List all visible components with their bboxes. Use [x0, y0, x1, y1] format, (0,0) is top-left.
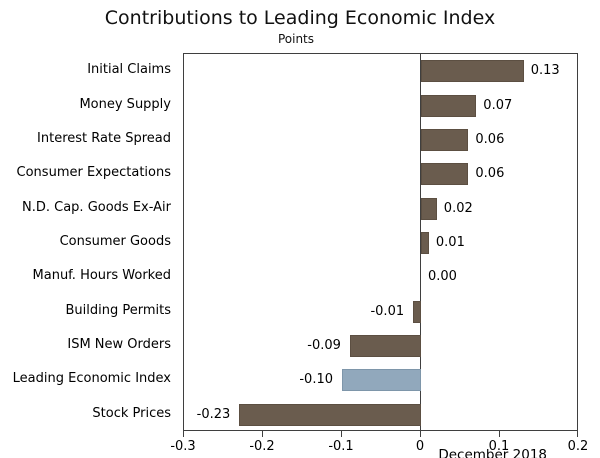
category-label: Interest Rate Spread: [37, 130, 171, 146]
bar-money-supply: [421, 94, 477, 117]
bar-initial-claims: [421, 60, 524, 83]
value-label: 0.02: [443, 200, 473, 216]
x-tick-mark: [183, 431, 184, 437]
category-label: N.D. Cap. Goods Ex-Air: [22, 199, 171, 215]
category-label: Consumer Goods: [59, 234, 171, 249]
x-tick-label: 0: [415, 439, 425, 454]
category-label: Consumer Expectations: [16, 165, 171, 181]
x-tick-mark: [419, 431, 421, 437]
value-label: -0.09: [307, 338, 341, 354]
value-label: -0.01: [370, 303, 405, 319]
value-label: 0.01: [435, 235, 465, 250]
bar-building-permits: [413, 300, 421, 323]
x-tick-label: 0.2: [567, 439, 589, 454]
bar-stock-prices: [239, 403, 421, 426]
date-annotation: December 2018: [438, 447, 547, 458]
category-label: Leading Economic Index: [12, 371, 171, 387]
x-tick-label: -0.2: [249, 439, 275, 454]
bar-consumer-goods: [421, 232, 429, 254]
value-label: -0.23: [196, 406, 231, 422]
x-axis: -0.3 -0.2 -0.1 0 0.1 0.2: [170, 431, 588, 458]
bar-leading-economic-index: [342, 369, 421, 392]
x-tick-label: 0.1: [488, 439, 510, 454]
value-label: 0.06: [475, 166, 505, 182]
x-tick-mark: [261, 431, 263, 437]
zero-baseline: [420, 54, 421, 430]
value-label: -0.10: [299, 372, 333, 388]
x-tick-mark: [498, 431, 500, 437]
category-label: Money Supply: [79, 96, 171, 112]
category-label: Manuf. Hours Worked: [32, 268, 171, 284]
bar-consumer-expectations: [421, 163, 469, 186]
chart-title: Contributions to Leading Economic Index: [104, 7, 496, 29]
value-label: 0.13: [530, 63, 560, 79]
value-label: 0.07: [483, 97, 513, 113]
x-tick-label: -0.3: [170, 439, 196, 454]
value-label: 0.00: [428, 269, 457, 285]
y-axis-labels: Initial Claims Money Supply Interest Rate …: [0, 53, 171, 431]
bar-interest-rate-spread: [421, 128, 469, 151]
chart-subtitle: Points: [277, 32, 315, 46]
category-label: Building Permits: [65, 302, 171, 318]
category-label: Initial Claims: [87, 62, 171, 78]
x-tick-mark: [577, 431, 578, 437]
x-tick-mark: [340, 431, 342, 437]
bar-n-d-cap-goods-ex-air: [421, 197, 437, 220]
bar-ism-new-orders: [349, 335, 421, 358]
value-label: 0.06: [475, 131, 505, 147]
x-tick-label: -0.1: [328, 439, 354, 454]
plot-area: December 2018 0.13 0.07 0.06 0.06 0.02 0.01 0.…: [183, 53, 578, 458]
category-label: ISM New Orders: [67, 337, 171, 353]
category-label: Stock Prices: [92, 405, 171, 421]
